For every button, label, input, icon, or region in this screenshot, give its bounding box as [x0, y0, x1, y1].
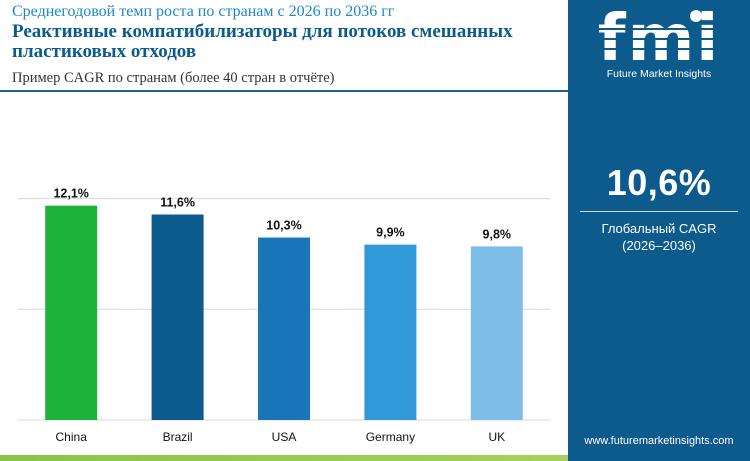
value-label-usa: 10,3% — [266, 219, 301, 233]
bar-usa — [258, 237, 310, 420]
logo-stripe-2 — [592, 38, 726, 40]
logo-stripe-3 — [592, 48, 726, 50]
chart-subtitle: Пример CAGR по странам (более 40 стран в… — [12, 70, 335, 86]
globe-icon — [690, 10, 702, 22]
bar-china — [45, 205, 98, 420]
bottom-accent-strip — [0, 455, 568, 461]
bars — [45, 205, 523, 420]
logo-stripe-1 — [592, 28, 726, 30]
logo-caption: Future Market Insights — [606, 68, 712, 80]
value-label-germany: 9,9% — [376, 226, 405, 240]
value-label-brazil: 11,6% — [160, 196, 195, 210]
category-label-uk: UK — [488, 430, 505, 444]
bar-brazil — [151, 214, 204, 420]
bar-chart: 12,1% 11,6% 10,3% 9,9% 9,8% China Brazil USA Ge… — [18, 187, 550, 444]
global-cagr-period: (2026–2036) — [622, 238, 696, 253]
category-label-china: China — [56, 430, 88, 444]
category-label-germany: Germany — [366, 430, 415, 444]
header-divider — [0, 90, 568, 92]
stat-divider — [580, 211, 738, 212]
global-cagr-value: 10,6% — [606, 162, 712, 203]
value-labels: 12,1% 11,6% 10,3% 9,9% 9,8% — [53, 187, 511, 242]
bar-germany — [364, 244, 417, 420]
global-cagr-label: Глобальный CAGR — [601, 221, 717, 236]
bar-uk — [470, 246, 523, 420]
fmi-logo: fmi — [592, 8, 726, 66]
chart-header: Среднегодовой темп роста по странам с 20… — [0, 0, 568, 100]
value-label-uk: 9,8% — [483, 227, 512, 241]
category-label-brazil: Brazil — [163, 430, 193, 444]
value-label-china: 12,1% — [53, 187, 88, 201]
chart-title: Реактивные компатибилизаторы для потоков… — [12, 21, 513, 62]
category-label-usa: USA — [272, 430, 297, 444]
category-labels: China Brazil USA Germany UK — [56, 430, 506, 444]
website-link[interactable]: www.futuremarketinsights.com — [584, 435, 734, 447]
side-panel: fmi Future Market Insights 10,6% Глобаль… — [568, 0, 750, 461]
chart-supertitle: Среднегодовой темп роста по странам с 20… — [12, 3, 395, 20]
